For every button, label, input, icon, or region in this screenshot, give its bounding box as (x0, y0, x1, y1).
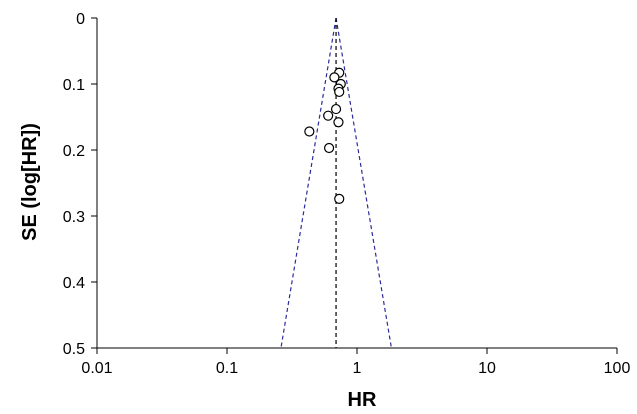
study-point (323, 142, 335, 154)
data-points (304, 67, 346, 204)
study-point (304, 126, 315, 137)
y-tick-label: 0 (76, 11, 85, 28)
y-tick-label: 0.1 (63, 77, 85, 94)
y-tick-label: 0.4 (63, 275, 85, 292)
funnel-lines (280, 17, 393, 349)
y-tick-label: 0.5 (63, 341, 85, 358)
x-tick-label: 100 (604, 360, 631, 377)
study-point (334, 86, 345, 98)
y-tick-label: 0.2 (63, 143, 85, 160)
x-tick-label: 1 (353, 360, 362, 377)
funnel-right-bound (335, 17, 393, 349)
tick-labels: 0 0.1 0.2 0.3 0.4 0.5 0.01 0.1 1 10 100 (63, 11, 631, 377)
study-point (329, 72, 340, 83)
y-axis-title: SE (log[HR]) (19, 123, 41, 241)
x-tick-label: 10 (478, 360, 496, 377)
x-tick-label: 0.1 (216, 360, 238, 377)
study-point (330, 103, 342, 115)
study-point (334, 193, 345, 204)
y-tick-label: 0.3 (63, 209, 85, 226)
study-point (333, 117, 344, 128)
axes (91, 17, 618, 354)
x-tick-label: 0.01 (81, 360, 112, 377)
study-point (323, 110, 334, 121)
x-axis-title: HR (348, 389, 377, 411)
funnel-left-bound (280, 17, 337, 349)
